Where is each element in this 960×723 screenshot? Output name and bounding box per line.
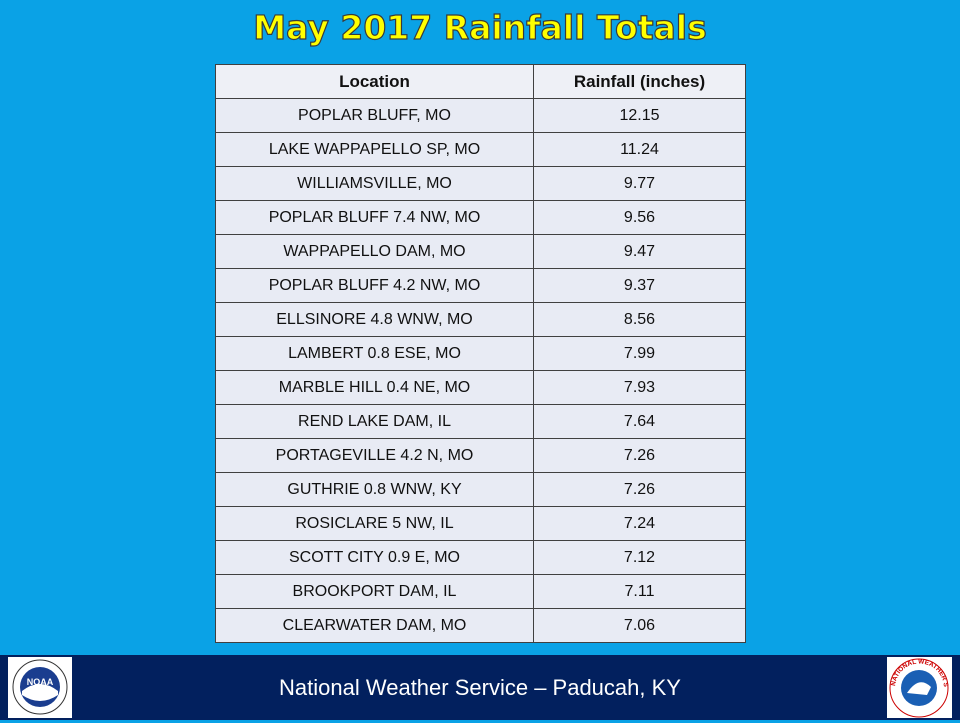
header-row: Location Rainfall (inches) [215,64,746,99]
rainfall-cell: 7.06 [533,608,746,643]
location-cell: SCOTT CITY 0.9 E, MO [215,540,534,575]
rainfall-cell: 7.93 [533,370,746,405]
table-row: WILLIAMSVILLE, MO 9.77 [215,166,746,201]
location-cell: PORTAGEVILLE 4.2 N, MO [215,438,534,473]
noaa-emblem: NOAA [12,659,68,715]
location-cell: MARBLE HILL 0.4 NE, MO [215,370,534,405]
rainfall-cell: 9.47 [533,234,746,269]
rainfall-cell: 12.15 [533,98,746,133]
location-cell: POPLAR BLUFF 7.4 NW, MO [215,200,534,235]
table-row: SCOTT CITY 0.9 E, MO 7.12 [215,540,746,575]
location-cell: WAPPAPELLO DAM, MO [215,234,534,269]
rainfall-table: Location Rainfall (inches) POPLAR BLUFF, … [215,64,746,643]
noaa-label: NOAA [27,677,54,687]
location-cell: ROSICLARE 5 NW, IL [215,506,534,541]
location-cell: BROOKPORT DAM, IL [215,574,534,609]
slide-title: May 2017 Rainfall Totals [253,7,708,47]
location-cell: WILLIAMSVILLE, MO [215,166,534,201]
location-cell: CLEARWATER DAM, MO [215,608,534,643]
rainfall-cell: 7.64 [533,404,746,439]
table-row: POPLAR BLUFF, MO 12.15 [215,98,746,133]
table-row: CLEARWATER DAM, MO 7.06 [215,608,746,643]
rainfall-cell: 11.24 [533,132,746,167]
table-row: ROSICLARE 5 NW, IL 7.24 [215,506,746,541]
table-body: POPLAR BLUFF, MO 12.15 LAKE WAPPAPELLO SP,… [215,98,746,643]
rainfall-cell: 9.56 [533,200,746,235]
column-header: Location [215,64,534,99]
column-header: Rainfall (inches) [533,64,746,99]
location-cell: LAMBERT 0.8 ESE, MO [215,336,534,371]
table-row: POPLAR BLUFF 7.4 NW, MO 9.56 [215,200,746,235]
location-cell: REND LAKE DAM, IL [215,404,534,439]
table-row: MARBLE HILL 0.4 NE, MO 7.93 [215,370,746,405]
rainfall-cell: 7.12 [533,540,746,575]
table-row: LAKE WAPPAPELLO SP, MO 11.24 [215,132,746,167]
nws-emblem: NATIONAL WEATHER SERVICE [885,652,949,718]
table-row: GUTHRIE 0.8 WNW, KY 7.26 [215,472,746,507]
rainfall-cell: 7.11 [533,574,746,609]
noaa-logo: NOAA [8,657,72,718]
rainfall-cell: 7.26 [533,438,746,473]
footer-text: National Weather Service – Paducah, KY [279,675,681,700]
table-row: REND LAKE DAM, IL 7.64 [215,404,746,439]
rainfall-cell: 7.99 [533,336,746,371]
location-cell: POPLAR BLUFF 4.2 NW, MO [215,268,534,303]
location-cell: LAKE WAPPAPELLO SP, MO [215,132,534,167]
rainfall-cell: 7.26 [533,472,746,507]
rainfall-cell: 9.77 [533,166,746,201]
table-row: POPLAR BLUFF 4.2 NW, MO 9.37 [215,268,746,303]
table-row: BROOKPORT DAM, IL 7.11 [215,574,746,609]
table-row: ELLSINORE 4.8 WNW, MO 8.56 [215,302,746,337]
rainfall-cell: 8.56 [533,302,746,337]
table-row: LAMBERT 0.8 ESE, MO 7.99 [215,336,746,371]
footer-band: NOAA National Weather Service – Paducah,… [0,652,960,720]
location-cell: ELLSINORE 4.8 WNW, MO [215,302,534,337]
table-row: PORTAGEVILLE 4.2 N, MO 7.26 [215,438,746,473]
table-row: WAPPAPELLO DAM, MO 9.47 [215,234,746,269]
location-cell: GUTHRIE 0.8 WNW, KY [215,472,534,507]
rainfall-cell: 9.37 [533,268,746,303]
nws-logo: NATIONAL WEATHER SERVICE [885,652,952,718]
location-cell: POPLAR BLUFF, MO [215,98,534,133]
rainfall-cell: 7.24 [533,506,746,541]
